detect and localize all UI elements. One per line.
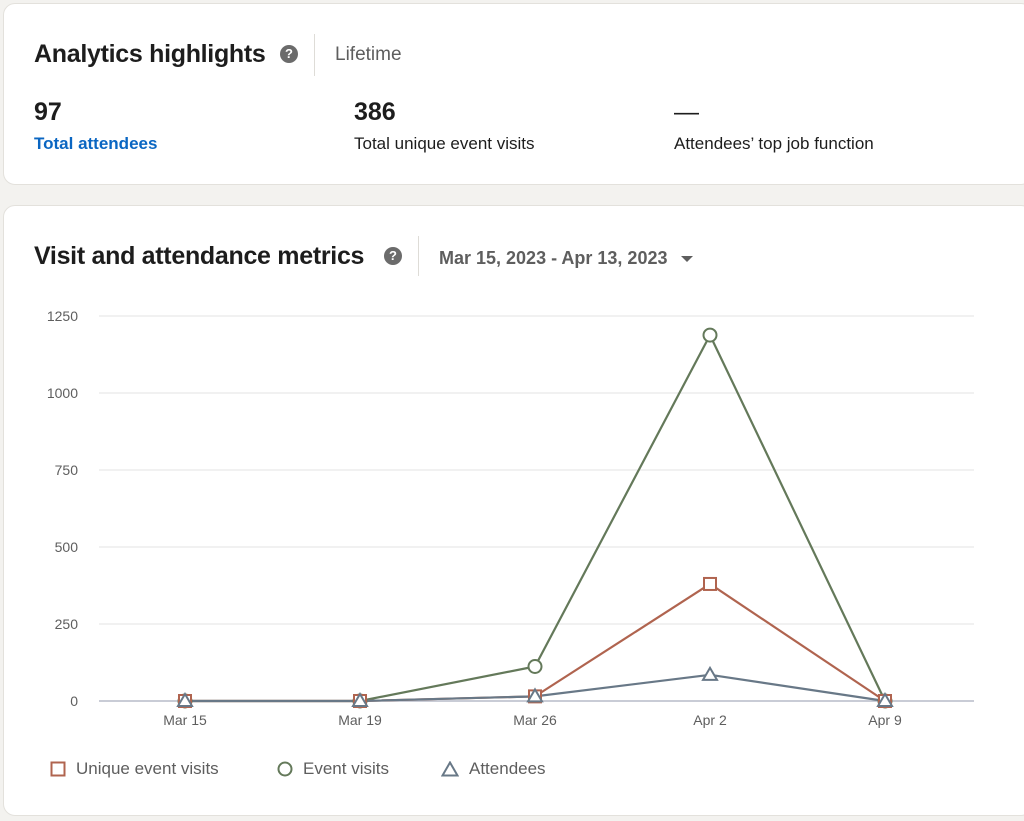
data-point-triangle bbox=[526, 687, 544, 703]
stat-total-attendees-value: 97 bbox=[34, 98, 62, 126]
square-marker-icon bbox=[50, 761, 66, 777]
x-tick-label: Mar 15 bbox=[163, 712, 207, 728]
y-tick-label: 500 bbox=[55, 539, 79, 555]
data-point-triangle bbox=[351, 692, 369, 707]
visit-attendance-metrics-card: Visit and attendance metrics ? Mar 15, 2… bbox=[3, 205, 1024, 816]
stat-unique-visits-label: Total unique event visits bbox=[354, 134, 535, 153]
stat-unique-visits-value: 386 bbox=[354, 98, 396, 126]
legend-item-unique-event-visits[interactable]: Unique event visits bbox=[50, 759, 219, 779]
divider bbox=[314, 34, 315, 76]
help-icon[interactable]: ? bbox=[280, 45, 298, 63]
data-point-circle bbox=[702, 327, 718, 343]
series-line-event-visits bbox=[185, 333, 886, 703]
period-label: Lifetime bbox=[335, 44, 402, 65]
date-range-label: Mar 15, 2023 - Apr 13, 2023 bbox=[439, 248, 668, 268]
data-point-circle bbox=[527, 659, 543, 675]
metrics-title: Visit and attendance metrics bbox=[34, 242, 365, 270]
legend-label: Unique event visits bbox=[76, 759, 219, 778]
legend-item-event-visits[interactable]: Event visits bbox=[277, 759, 389, 779]
stat-top-job-value: — bbox=[674, 98, 699, 126]
x-tick-label: Apr 2 bbox=[693, 712, 727, 728]
data-point-triangle bbox=[876, 692, 894, 707]
y-tick-label: 1000 bbox=[47, 385, 78, 401]
data-point-triangle bbox=[701, 665, 719, 681]
y-tick-label: 250 bbox=[55, 616, 79, 632]
stat-total-attendees-link[interactable]: Total attendees bbox=[34, 134, 158, 153]
caret-down-icon bbox=[681, 255, 694, 262]
circle-marker-icon bbox=[277, 761, 293, 777]
x-tick-label: Mar 26 bbox=[513, 712, 557, 728]
stat-top-job-label: Attendees’ top job function bbox=[674, 134, 874, 153]
help-icon[interactable]: ? bbox=[384, 247, 402, 265]
line-chart: 0 250 500 750 1000 1250 Mar 15 Mar 19 Mar 26 Apr … bbox=[47, 308, 974, 728]
triangle-marker-icon bbox=[441, 761, 459, 777]
x-tick-label: Apr 9 bbox=[868, 712, 902, 728]
y-tick-label: 0 bbox=[70, 693, 78, 709]
series-line-unique-event-visits bbox=[185, 582, 886, 703]
analytics-highlights-card: Analytics highlights ? Lifetime 97 Total… bbox=[3, 3, 1024, 185]
date-range-dropdown[interactable]: Mar 15, 2023 - Apr 13, 2023 bbox=[439, 248, 694, 269]
legend-item-attendees[interactable]: Attendees bbox=[441, 759, 546, 779]
analytics-highlights-title: Analytics highlights bbox=[34, 40, 266, 68]
y-tick-label: 1250 bbox=[47, 308, 78, 324]
y-tick-label: 750 bbox=[55, 462, 79, 478]
data-point-triangle bbox=[176, 692, 194, 707]
data-point-square bbox=[703, 576, 717, 591]
x-tick-label: Mar 19 bbox=[338, 712, 382, 728]
legend-label: Event visits bbox=[303, 759, 389, 778]
legend-label: Attendees bbox=[469, 759, 546, 778]
divider bbox=[418, 236, 419, 276]
